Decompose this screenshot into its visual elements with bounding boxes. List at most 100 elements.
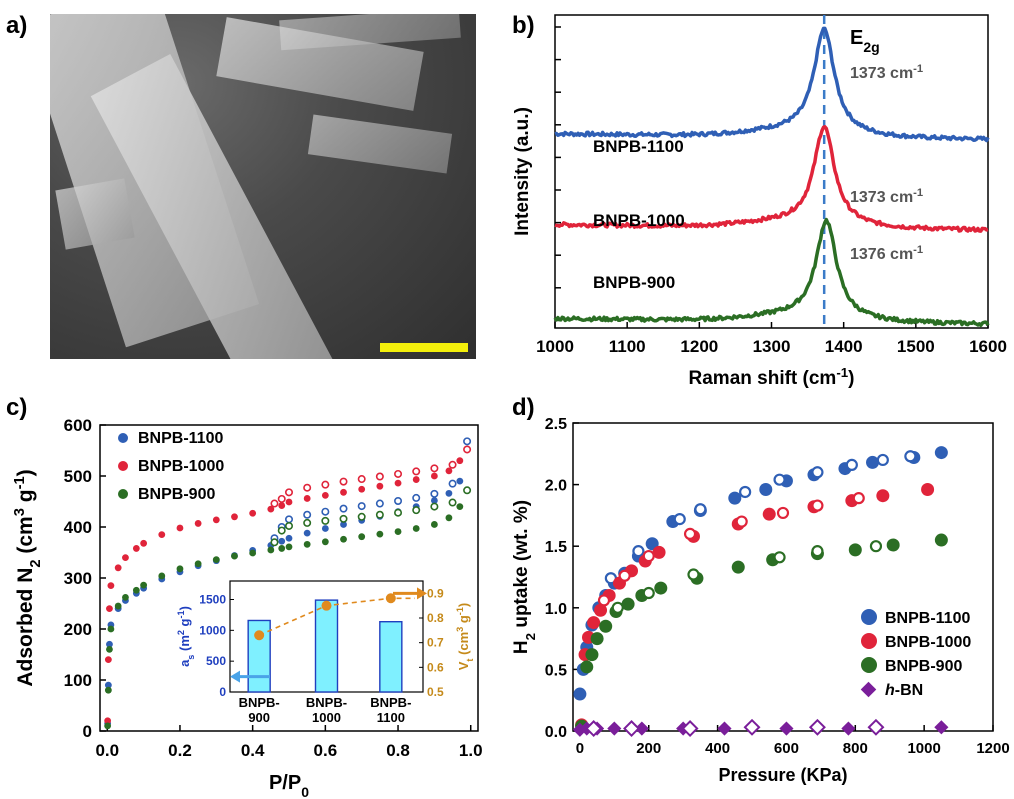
inset-volume-point: [321, 600, 332, 611]
adsorption-point: [231, 513, 238, 521]
adsorption-point: [278, 502, 286, 509]
adsorption-point: [267, 505, 275, 513]
adsorption-point: [573, 687, 587, 701]
panel-label-a: a): [6, 12, 28, 39]
y-axis-label: Adsorbed N2 (cm3 g-1): [12, 469, 44, 686]
desorption-point: [270, 499, 279, 508]
x-tick-label: 1000: [536, 337, 574, 356]
desorption-point: [303, 483, 312, 492]
series-label-bnpb-1000: BNPB-1000: [593, 211, 685, 230]
adsorption-point: [654, 581, 668, 595]
desorption-point: [394, 508, 403, 517]
desorption-point: [339, 477, 348, 486]
adsorption-point: [303, 529, 311, 537]
adsorption-point: [285, 543, 293, 551]
peak-annotation-bnpb-900: 1376 cm-1: [850, 244, 923, 263]
adsorption-point: [104, 681, 112, 689]
raman-line-bnpb-900: [553, 217, 990, 328]
adsorption-point: [212, 556, 220, 564]
adsorption-point: [303, 495, 311, 502]
desorption-point: [375, 510, 384, 519]
adsorption-point: [104, 686, 112, 694]
adsorption-point: [140, 581, 148, 589]
inset-bar: [247, 619, 271, 693]
desorption-point: [357, 502, 366, 511]
x-tick-label: 1200: [976, 740, 1009, 757]
adsorption-point: [412, 525, 420, 532]
adsorption-point: [430, 472, 438, 480]
desorption-point: [277, 526, 286, 535]
x-tick-label: 0.0: [95, 741, 119, 760]
y-tick-label: 100: [64, 671, 92, 690]
adsorption-point: [114, 602, 122, 610]
adsorption-point: [587, 616, 601, 630]
inset-y2-tick-label: 0.6: [427, 660, 444, 674]
adsorption-point: [886, 538, 900, 552]
x-tick-label: 0.6: [314, 741, 338, 760]
legend-label: BNPB-1000: [885, 634, 971, 651]
inset-category-label: 1000: [312, 710, 341, 725]
legend-marker: [118, 461, 128, 471]
desorption-point: [284, 521, 293, 530]
inset-y2-tick-label: 0.5: [427, 685, 444, 699]
inset-left-arrowhead: [230, 670, 240, 683]
y-tick-label: 600: [64, 416, 92, 435]
inset-y2-axis-label: Vt (cm3 g-1): [455, 603, 475, 671]
adsorption-point: [122, 593, 129, 601]
adsorption-point: [430, 497, 438, 504]
peak-label-e2g: E2g: [850, 27, 880, 55]
desorption-point: [611, 601, 624, 614]
scale-bar: [380, 343, 468, 352]
legend-marker: [860, 681, 877, 698]
adsorption-point: [731, 560, 745, 574]
adsorption-point: [607, 721, 622, 736]
adsorption-point: [717, 721, 732, 736]
desorption-point: [463, 445, 472, 454]
desorption-point: [463, 486, 472, 495]
adsorption-point: [107, 582, 115, 590]
inset-bar: [379, 620, 403, 693]
adsorption-point: [249, 549, 257, 557]
desorption-point: [339, 514, 348, 523]
adsorption-point: [445, 514, 453, 522]
inset-y-axis-label: as (m2 g-1): [176, 606, 196, 667]
y-tick-label: 500: [64, 467, 92, 486]
adsorption-point: [594, 603, 608, 617]
inset-y-tick-label: 0: [219, 685, 226, 699]
x-tick-label: 0: [576, 740, 584, 757]
desorption-point: [694, 503, 707, 516]
desorption-point: [321, 480, 330, 489]
adsorption-point: [176, 565, 184, 573]
adsorption-point: [934, 533, 948, 547]
desorption-point: [687, 568, 700, 581]
desorption-point: [618, 569, 631, 582]
adsorption-point: [376, 530, 384, 538]
x-tick-label: 1200: [680, 337, 718, 356]
desorption-point: [430, 464, 439, 473]
desorption-point: [867, 718, 885, 736]
y-tick-label: 2.5: [545, 416, 567, 433]
legend-marker: [118, 433, 128, 443]
adsorption-point: [376, 482, 384, 490]
y-tick-label: 0.5: [545, 662, 567, 679]
adsorption-point: [212, 516, 220, 524]
desorption-point: [642, 586, 655, 600]
adsorption-point: [934, 720, 949, 735]
legend-marker: [861, 633, 877, 649]
desorption-point: [673, 512, 686, 526]
adsorption-point: [340, 535, 347, 543]
desorption-point: [681, 720, 699, 738]
adsorption-point: [321, 491, 329, 499]
adsorption-point: [285, 534, 293, 542]
y-tick-label: 0: [83, 722, 92, 741]
raman-line-bnpb-1100: [554, 26, 990, 143]
inset-category-label: BNPB-: [370, 695, 411, 710]
desorption-point: [869, 540, 883, 553]
panel-label-d: d): [512, 394, 535, 421]
y-tick-label: 1.5: [545, 539, 567, 556]
desorption-point: [739, 485, 752, 499]
legend-label: BNPB-1100: [138, 430, 223, 447]
adsorption-point: [848, 543, 862, 557]
desorption-point: [284, 488, 293, 497]
plot-frame: [572, 422, 994, 732]
